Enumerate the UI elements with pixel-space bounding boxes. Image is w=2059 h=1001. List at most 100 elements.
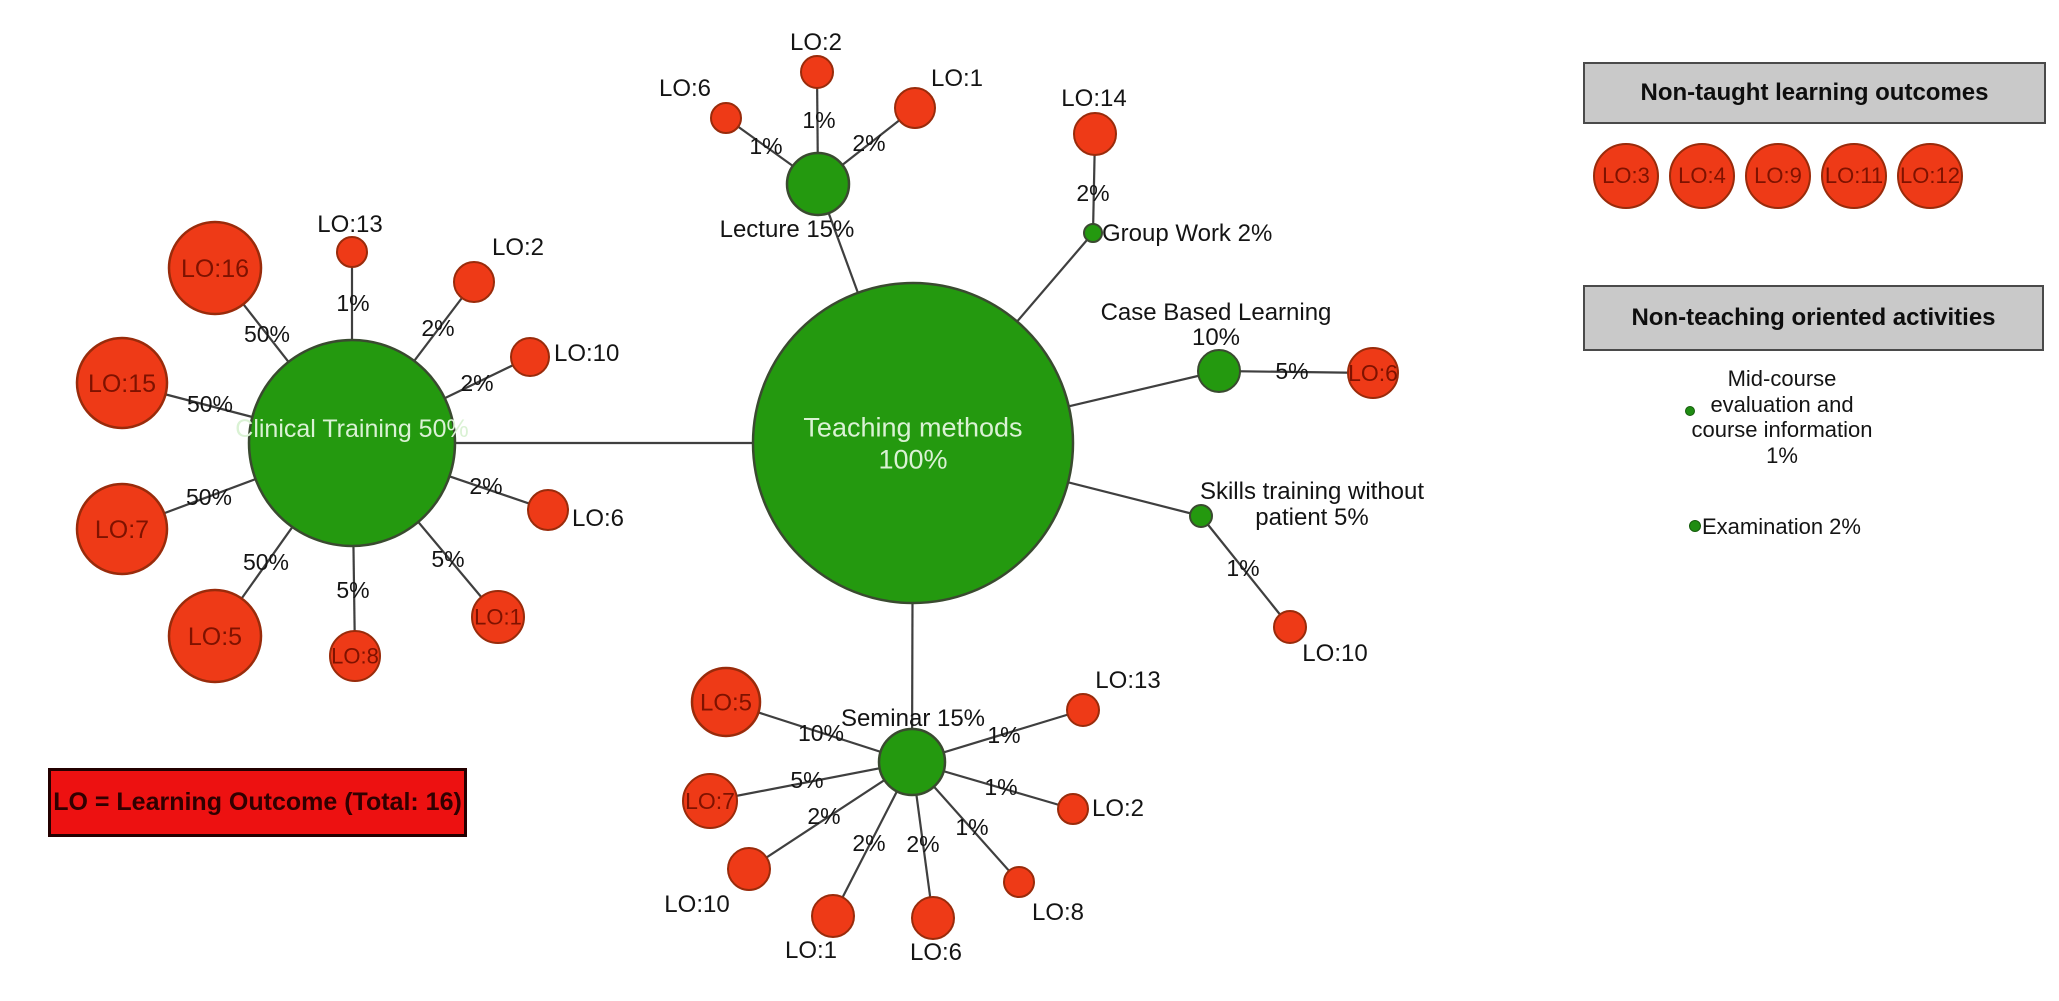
non-taught-circle-lo11: LO:11 <box>1821 143 1887 209</box>
node-lo13_cli <box>336 236 368 268</box>
edge-label-clinical-lo16: 50% <box>244 321 290 347</box>
label-lo1_cli: LO:1 <box>474 605 522 630</box>
label-seminar: Seminar 15% <box>841 705 985 732</box>
label-groupwork: Group Work 2% <box>1102 220 1272 247</box>
label-lo5_sem: LO:5 <box>700 689 752 716</box>
non-taught-outcome-circles: LO:3 LO:4 LO:9 LO:11 LO:12 <box>1593 143 1963 209</box>
non-taught-title: Non-taught learning outcomes <box>1640 79 1989 106</box>
edge-label-clinical-lo6_cli: 2% <box>469 473 502 499</box>
edge-label-seminar-lo5_sem: 10% <box>798 720 844 746</box>
node-casebased <box>1197 349 1241 393</box>
edge-label-lecture-lo6_lec: 1% <box>749 133 782 159</box>
edge-seminar-lo7_sem <box>709 760 913 803</box>
label-lo6_case: LO:6 <box>1348 360 1398 386</box>
label-lo13_sem: LO:13 <box>1095 667 1160 694</box>
label-lo6_lec: LO:6 <box>659 75 711 102</box>
edge-label-lecture-lo2_lec: 1% <box>802 107 835 133</box>
label-lo6_cli: LO:6 <box>572 505 624 532</box>
edge-label-seminar-lo10_sem: 2% <box>807 803 840 829</box>
label-lo7_cli: LO:7 <box>95 516 149 544</box>
mid-course-text-line: course information <box>1691 417 1873 442</box>
edge-label-seminar-lo13_sem: 1% <box>987 722 1020 748</box>
node-skills <box>1189 504 1213 528</box>
label-lo13_cli: LO:13 <box>317 211 382 238</box>
non-taught-circle-lo3: LO:3 <box>1593 143 1659 209</box>
mid-course-text-line: evaluation and <box>1710 391 1854 417</box>
node-lo6_case <box>1347 347 1399 399</box>
node-lo16 <box>167 220 263 316</box>
edge-label-seminar-lo8_sem: 1% <box>955 814 988 840</box>
label-lo8_sem: LO:8 <box>1032 899 1084 926</box>
non-teaching-title: Non-teaching oriented activities <box>1631 304 1996 331</box>
label-teaching-line2: 100% <box>878 444 947 474</box>
node-lo8_cli <box>329 630 381 682</box>
node-lo7_sem <box>682 773 738 829</box>
edge-label-casebased-lo6_case: 5% <box>1275 358 1308 384</box>
label-lo7_sem: LO:7 <box>685 788 735 814</box>
label-lo1_lec: LO:1 <box>931 65 983 92</box>
node-lo1_sem <box>811 894 855 938</box>
edge-skills-lo10_skill <box>1200 515 1291 628</box>
non-taught-circle-lo9: LO:9 <box>1745 143 1811 209</box>
label-lo15: LO:15 <box>88 370 156 398</box>
label-casebased-line1: Case Based Learning <box>1101 299 1332 326</box>
node-lo6_cli <box>527 489 569 531</box>
label-lo1_sem: LO:1 <box>785 937 837 964</box>
non-taught-circle-lo4: LO:4 <box>1669 143 1735 209</box>
label-skills-line1: Skills training without <box>1200 478 1424 505</box>
node-lo13_sem <box>1066 693 1100 727</box>
node-lo10_skill <box>1273 610 1307 644</box>
node-groupwork <box>1083 223 1103 243</box>
node-lo7_cli <box>75 482 169 576</box>
label-lo8_cli: LO:8 <box>331 644 379 669</box>
label-casebased-line2: 10% <box>1192 324 1240 351</box>
legend-box: LO = Learning Outcome (Total: 16) <box>48 768 467 837</box>
edge-label-groupwork-lo14: 2% <box>1076 180 1109 206</box>
edge-label-clinical-lo15: 50% <box>187 391 233 417</box>
edge-label-clinical-lo8_cli: 5% <box>336 577 369 603</box>
mid-course-text-line: 1% <box>1766 442 1798 468</box>
edge-label-clinical-lo2_cli: 2% <box>421 315 454 341</box>
label-lo10_skill: LO:10 <box>1302 640 1367 667</box>
node-lo5_cli <box>167 588 263 684</box>
node-lo2_cli <box>453 261 495 303</box>
node-lo1_lec <box>894 87 936 129</box>
label-skills-line2: patient 5% <box>1255 504 1368 531</box>
mid-course-text-line: Mid-course <box>1727 366 1837 391</box>
label-clinical: Clinical Training 50% <box>235 415 468 443</box>
label-lo10_cli: LO:10 <box>554 340 619 367</box>
edge-label-clinical-lo7_cli: 50% <box>186 484 232 510</box>
label-lecture: Lecture 15% <box>720 216 855 243</box>
label-lo16: LO:16 <box>181 255 249 283</box>
examination-dot-icon <box>1689 520 1701 532</box>
node-lo2_lec <box>800 55 834 89</box>
node-lo6_lec <box>710 102 742 134</box>
edge-label-lecture-lo1_lec: 2% <box>852 130 885 156</box>
edge-label-clinical-lo5_cli: 50% <box>243 549 289 575</box>
node-seminar <box>877 727 947 797</box>
edge-label-seminar-lo6_sem: 2% <box>906 831 939 857</box>
mid-course-dot-icon <box>1685 406 1695 416</box>
node-lo10_cli <box>510 337 550 377</box>
edge-label-seminar-lo1_sem: 2% <box>852 830 885 856</box>
node-lo8_sem <box>1003 866 1035 898</box>
node-lo14 <box>1073 112 1117 156</box>
edge-label-seminar-lo2_sem: 1% <box>984 774 1017 800</box>
node-lo2_sem <box>1057 793 1089 825</box>
node-lo10_sem <box>727 847 771 891</box>
non-teaching-header: Non-teaching oriented activities <box>1583 285 2044 351</box>
label-teaching-line1: Teaching methods <box>803 413 1022 443</box>
node-lecture <box>785 151 851 217</box>
edge-label-clinical-lo1_cli: 5% <box>431 546 464 572</box>
non-taught-circle-lo12: LO:12 <box>1897 143 1963 209</box>
non-taught-header: Non-taught learning outcomes <box>1583 62 2046 124</box>
node-lo15 <box>75 336 169 430</box>
node-lo5_sem <box>690 666 762 738</box>
activity-examination: Examination 2% <box>1702 514 1861 539</box>
edge-label-clinical-lo10_cli: 2% <box>460 370 493 396</box>
edge-label-clinical-lo13_cli: 1% <box>336 290 369 316</box>
label-lo5_cli: LO:5 <box>188 623 242 651</box>
legend-text: LO = Learning Outcome (Total: 16) <box>53 788 462 816</box>
